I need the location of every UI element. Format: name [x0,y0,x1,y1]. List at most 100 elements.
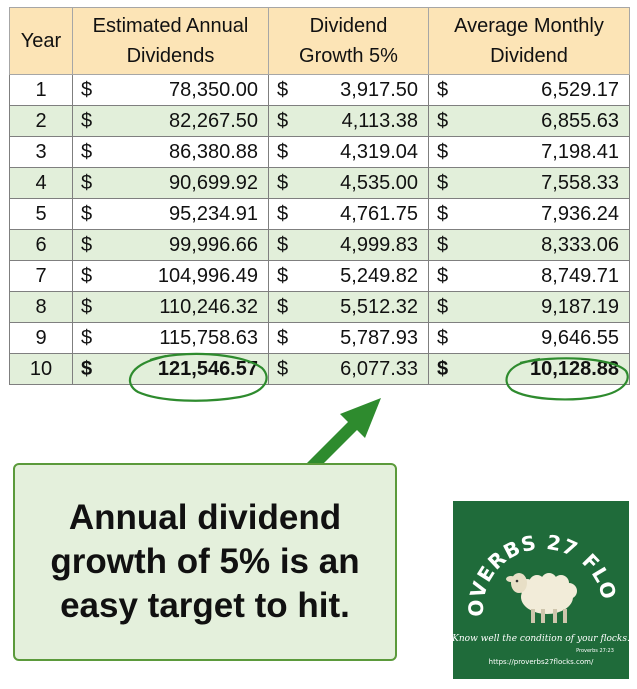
currency-symbol: $ [437,326,449,349]
currency-symbol: $ [437,202,449,225]
currency-symbol: $ [81,78,93,101]
monthly-value: 6,855.63 [541,109,619,132]
header-average-monthly-dividend: Average Monthly Dividend [428,7,630,75]
dividend-table-wrapper: Year Estimated Annual Dividends Dividend… [9,7,630,385]
currency-symbol: $ [81,357,93,380]
currency-symbol: $ [277,326,289,349]
annual-value: 95,234.91 [169,202,258,225]
year-cell: 1 [9,74,73,106]
proverbs-27-flocks-logo[interactable]: PROVERBS 27 FLOCKS Know well the conditi… [453,501,629,679]
monthly-value: 6,529.17 [541,78,619,101]
currency-symbol: $ [277,109,289,132]
growth-cell: $4,761.75 [268,198,429,230]
annual-value: 86,380.88 [169,140,258,163]
annual-value: 90,699.92 [169,171,258,194]
table-row: 3 $86,380.88 $4,319.04 $7,198.41 [9,136,630,168]
monthly-cell: $8,333.06 [428,229,630,261]
arrow-icon [307,398,381,471]
logo-tagline: Know well the condition of your flocks. [453,634,629,644]
year-cell: 5 [9,198,73,230]
logo-graphic: PROVERBS 27 FLOCKS Know well the conditi… [453,501,629,666]
table-row: 4 $90,699.92 $4,535.00 $7,558.33 [9,167,630,199]
monthly-cell: $9,187.19 [428,291,630,323]
annual-value: 121,546.57 [157,357,258,380]
growth-cell: $6,077.33 [268,353,429,385]
year-cell: 3 [9,136,73,168]
monthly-value: 10,128.88 [530,357,619,380]
monthly-value: 9,646.55 [541,326,619,349]
table-row: 5 $95,234.91 $4,761.75 $7,936.24 [9,198,630,230]
svg-text:Know well the condition of you: Know well the condition of your flocks. [453,634,629,644]
annual-value: 82,267.50 [169,109,258,132]
table-row: 2 $82,267.50 $4,113.38 $6,855.63 [9,105,630,137]
growth-value: 4,535.00 [340,171,418,194]
header-year: Year [9,7,73,75]
annual-value: 78,350.00 [169,78,258,101]
year-cell: 2 [9,105,73,137]
year-cell: 10 [9,353,73,385]
growth-cell: $4,319.04 [268,136,429,168]
table-row: 9 $115,758.63 $5,787.93 $9,646.55 [9,322,630,354]
currency-symbol: $ [81,326,93,349]
monthly-value: 7,936.24 [541,202,619,225]
annual-cell: $121,546.57 [72,353,269,385]
monthly-cell: $7,936.24 [428,198,630,230]
currency-symbol: $ [277,357,289,380]
growth-value: 3,917.50 [340,78,418,101]
currency-symbol: $ [437,233,449,256]
annual-cell: $115,758.63 [72,322,269,354]
table-row: 10 $121,546.57 $6,077.33 $10,128.88 [9,353,630,385]
svg-text:https://proverbs27flocks.com/: https://proverbs27flocks.com/ [489,658,594,666]
currency-symbol: $ [277,140,289,163]
monthly-cell: $8,749.71 [428,260,630,292]
year-cell: 6 [9,229,73,261]
growth-value: 5,787.93 [340,326,418,349]
annual-value: 115,758.63 [159,326,258,349]
growth-value: 5,512.32 [340,295,418,318]
callout-text: Annual dividend growth of 5% is an easy … [50,498,360,625]
monthly-cell: $9,646.55 [428,322,630,354]
annual-cell: $99,996.66 [72,229,269,261]
annual-cell: $86,380.88 [72,136,269,168]
growth-value: 4,999.83 [340,233,418,256]
growth-cell: $5,512.32 [268,291,429,323]
growth-cell: $4,113.38 [268,105,429,137]
growth-value: 4,113.38 [341,109,418,132]
currency-symbol: $ [277,202,289,225]
annual-cell: $82,267.50 [72,105,269,137]
currency-symbol: $ [277,295,289,318]
logo-url[interactable]: https://proverbs27flocks.com/ [489,658,594,666]
monthly-value: 7,198.41 [541,140,619,163]
currency-symbol: $ [437,109,449,132]
header-dividend-growth: Dividend Growth 5% [268,7,429,75]
annual-cell: $110,246.32 [72,291,269,323]
currency-symbol: $ [437,171,449,194]
growth-value: 5,249.82 [340,264,418,287]
year-cell: 8 [9,291,73,323]
growth-cell: $5,787.93 [268,322,429,354]
growth-value: 4,761.75 [340,202,418,225]
annual-cell: $78,350.00 [72,74,269,106]
monthly-value: 9,187.19 [541,295,619,318]
monthly-value: 7,558.33 [541,171,619,194]
logo-verse: Proverbs 27:23 [576,648,614,654]
callout-box: Annual dividend growth of 5% is an easy … [13,463,397,661]
currency-symbol: $ [81,171,93,194]
currency-symbol: $ [437,140,449,163]
currency-symbol: $ [81,295,93,318]
growth-value: 4,319.04 [340,140,418,163]
monthly-cell: $6,529.17 [428,74,630,106]
year-cell: 4 [9,167,73,199]
monthly-value: 8,333.06 [541,233,619,256]
header-estimated-annual-dividends: Estimated Annual Dividends [72,7,269,75]
currency-symbol: $ [81,233,93,256]
currency-symbol: $ [437,78,449,101]
annual-cell: $104,996.49 [72,260,269,292]
header-row: Year Estimated Annual Dividends Dividend… [9,7,630,75]
monthly-cell: $6,855.63 [428,105,630,137]
currency-symbol: $ [277,233,289,256]
currency-symbol: $ [81,264,93,287]
growth-value: 6,077.33 [340,357,418,380]
table-row: 6 $99,996.66 $4,999.83 $8,333.06 [9,229,630,261]
currency-symbol: $ [437,264,449,287]
